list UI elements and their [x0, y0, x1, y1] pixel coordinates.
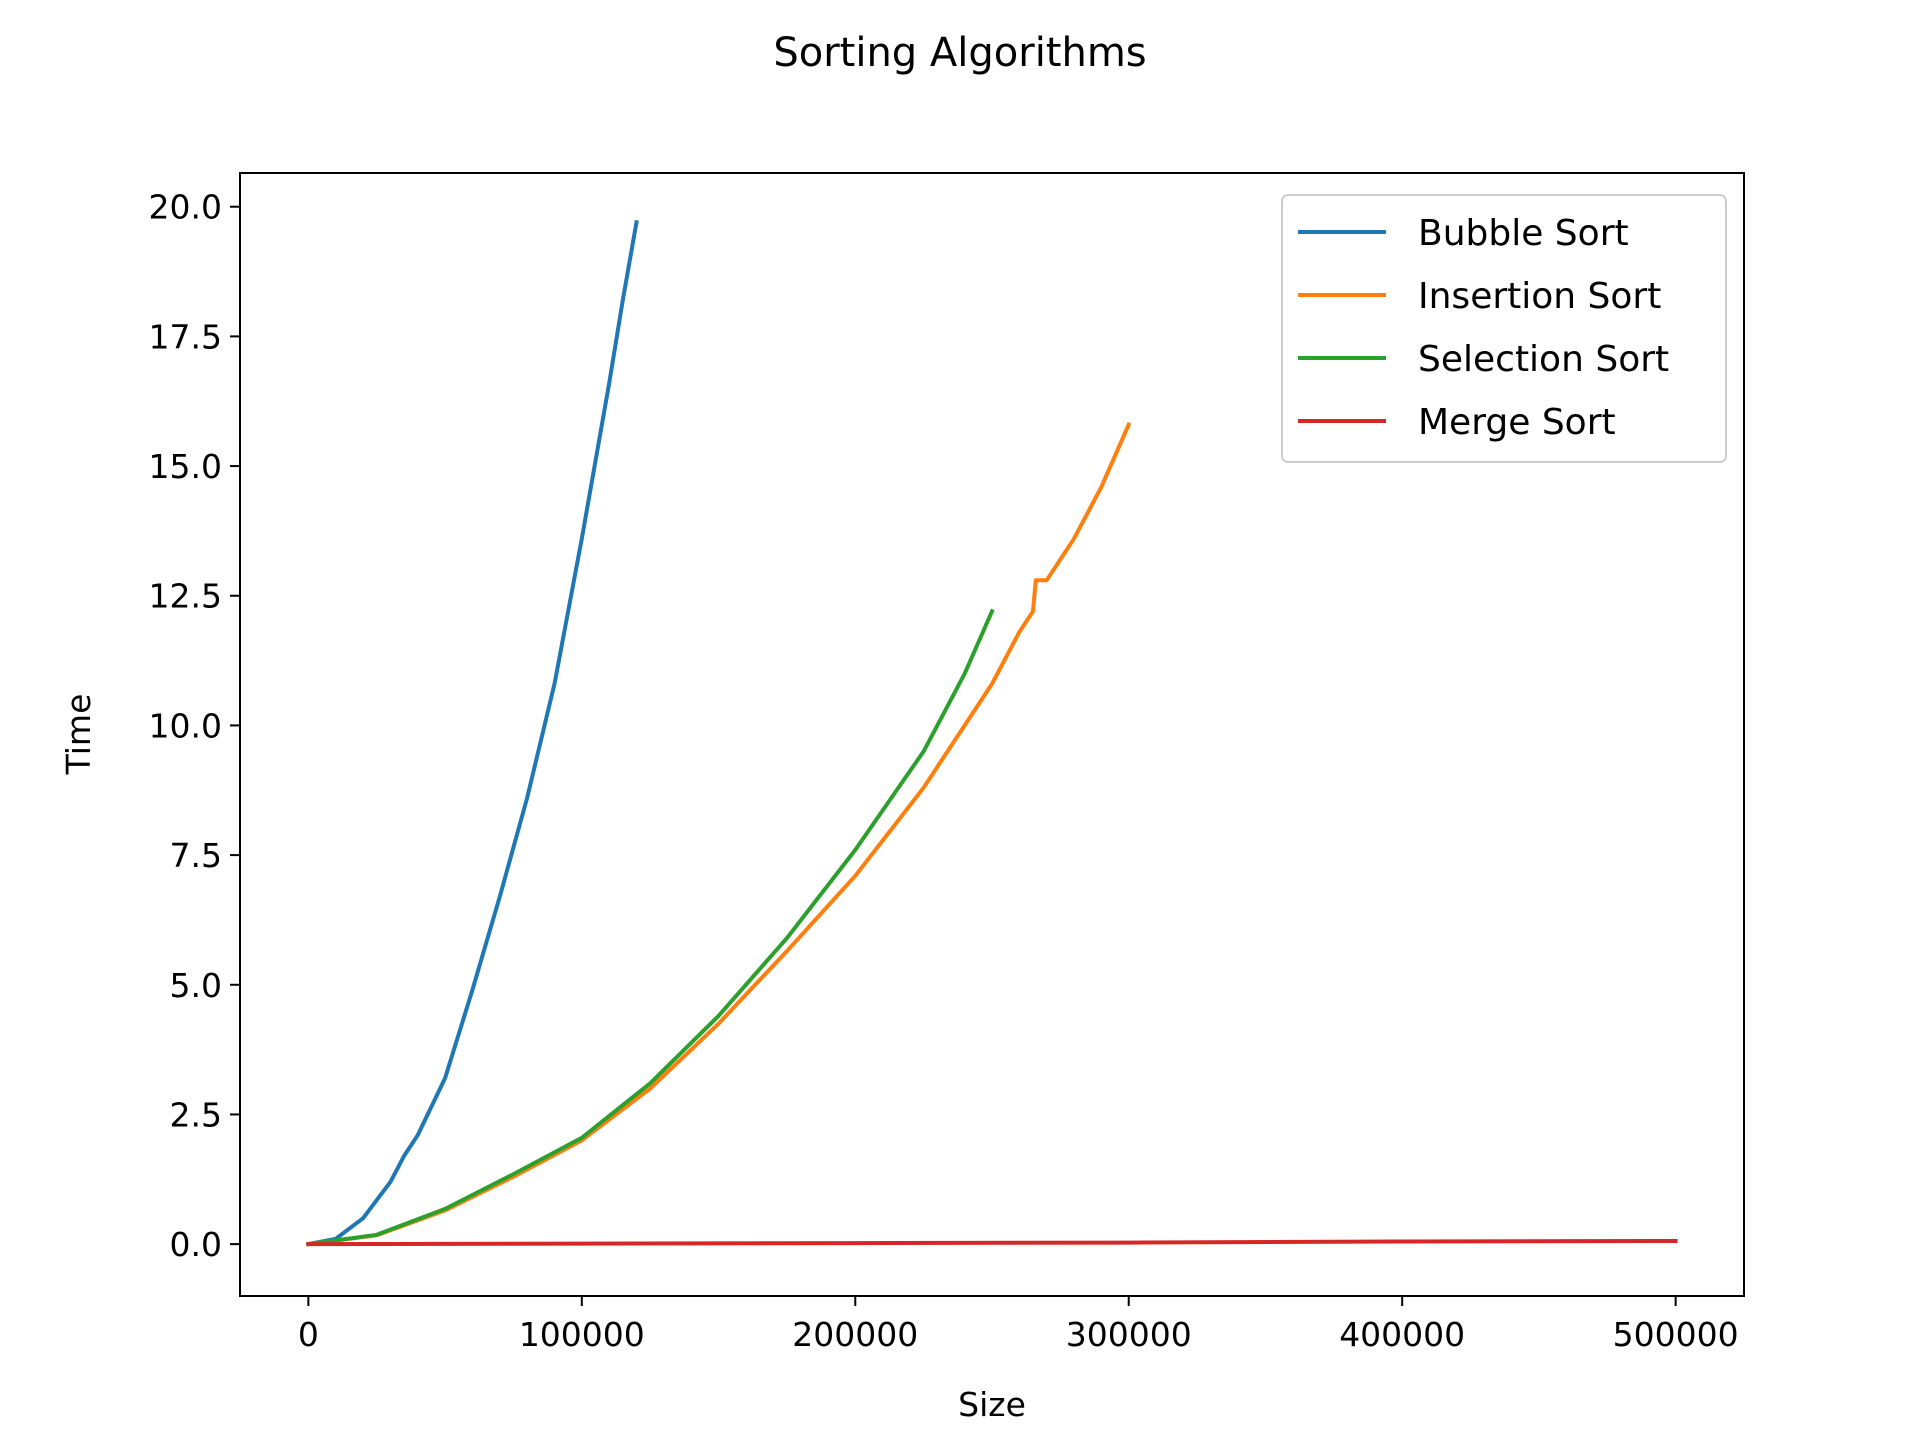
x-tick-label: 300000: [1066, 1315, 1192, 1354]
x-axis-label: Size: [958, 1385, 1026, 1424]
legend-label: Selection Sort: [1418, 339, 1669, 380]
legend-box: [1281, 194, 1727, 463]
x-tick-label: 400000: [1339, 1315, 1465, 1354]
legend-label: Insertion Sort: [1418, 276, 1661, 317]
legend-label: Bubble Sort: [1418, 213, 1629, 254]
series-line-bubble-sort: [306, 219, 639, 1247]
y-tick-label: 7.5: [170, 836, 222, 875]
y-tick-label: 12.5: [149, 577, 222, 616]
y-axis-label: Time: [59, 694, 98, 776]
y-tick-label: 5.0: [170, 966, 222, 1005]
x-tick-label: 0: [298, 1315, 319, 1354]
series-line-merge-sort: [306, 1238, 1678, 1247]
series-line-selection-sort: [306, 608, 995, 1247]
x-tick-label: 500000: [1613, 1315, 1739, 1354]
x-axis: 0 100000 200000 300000 400000 500000: [298, 1296, 1739, 1354]
y-axis: 0.0 2.5 5.0 7.5 10.0 12.5 15.0 17.5 20.0: [149, 188, 240, 1264]
series-line-insertion-sort: [306, 421, 1132, 1247]
plot-area: [306, 219, 1678, 1247]
y-tick-label: 10.0: [149, 706, 222, 745]
x-tick-label: 200000: [792, 1315, 918, 1354]
axes-frame: [239, 172, 1745, 1297]
chart-title: Sorting Algorithms: [773, 30, 1146, 76]
y-tick-label: 2.5: [170, 1095, 222, 1134]
legend-label: Merge Sort: [1418, 402, 1616, 443]
y-tick-label: 17.5: [149, 317, 222, 356]
legend: Bubble Sort Insertion Sort Selection Sort M…: [1281, 194, 1727, 463]
y-tick-label: 20.0: [149, 188, 222, 227]
y-tick-label: 0.0: [170, 1225, 222, 1264]
x-tick-label: 100000: [519, 1315, 645, 1354]
y-tick-label: 15.0: [149, 447, 222, 486]
